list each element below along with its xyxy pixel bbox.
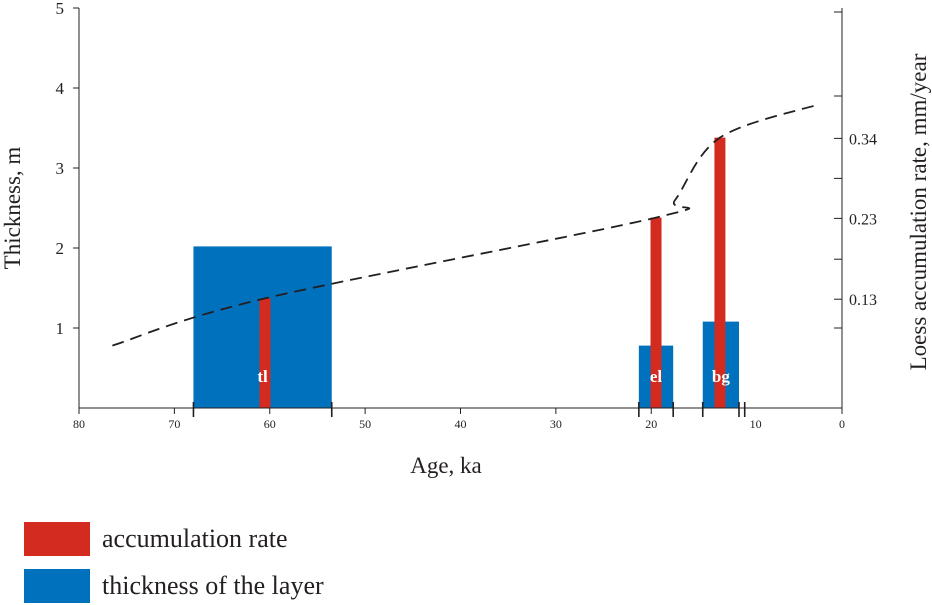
- y-tick-label-1: 1: [56, 319, 65, 338]
- rate-bar-tl: [259, 298, 271, 408]
- legend-item-rate: accumulation rate: [24, 522, 288, 556]
- legend-label-thickness: thickness of the layer: [102, 571, 324, 600]
- rate-bars: [259, 137, 726, 408]
- x-tick-label-40: 40: [455, 417, 467, 431]
- layer-label-tl: tl: [257, 367, 268, 386]
- y-axis-title: Thickness, m: [0, 147, 25, 270]
- x-tick-label-20: 20: [645, 417, 657, 431]
- x-tick-label-10: 10: [750, 417, 762, 431]
- x-tick-label-60: 60: [264, 417, 276, 431]
- y2-tick-label-0.13: 0.13: [849, 292, 877, 309]
- y-tick-label-5: 5: [56, 0, 65, 18]
- legend-swatch-thickness: [24, 569, 90, 603]
- x-ticks: 80 70 60 50 40 30 20 10 0: [73, 408, 845, 431]
- y2-axis-title: Loess accumulation rate, mm/year: [906, 53, 931, 370]
- y-ticks: 1 2 3 4 5: [56, 0, 79, 338]
- y-tick-label-3: 3: [56, 159, 65, 178]
- bracket-ticks: [192, 402, 746, 417]
- y-tick-label-2: 2: [56, 239, 65, 258]
- rate-bar-bg: [714, 137, 726, 408]
- layer-labels: tl el bg: [257, 367, 730, 386]
- legend-item-thickness: thickness of the layer: [24, 569, 324, 603]
- y2-tick-label-0.23: 0.23: [849, 211, 877, 228]
- y2-tick-label-0.34: 0.34: [849, 131, 877, 148]
- trend-line: [112, 103, 821, 347]
- x-axis-title: Age, ka: [410, 453, 482, 478]
- y2-ticks: 0.13 0.23 0.34: [834, 11, 877, 329]
- layer-label-bg: bg: [712, 367, 730, 386]
- x-tick-label-80: 80: [73, 417, 85, 431]
- legend-label-rate: accumulation rate: [102, 524, 288, 553]
- x-tick-label-0: 0: [839, 417, 845, 431]
- x-tick-label-30: 30: [550, 417, 562, 431]
- layer-label-el: el: [650, 367, 663, 386]
- rate-bar-el: [650, 217, 662, 408]
- y-tick-label-4: 4: [56, 79, 65, 98]
- legend-swatch-rate: [24, 522, 90, 556]
- x-tick-label-50: 50: [359, 417, 371, 431]
- x-tick-label-70: 70: [168, 417, 180, 431]
